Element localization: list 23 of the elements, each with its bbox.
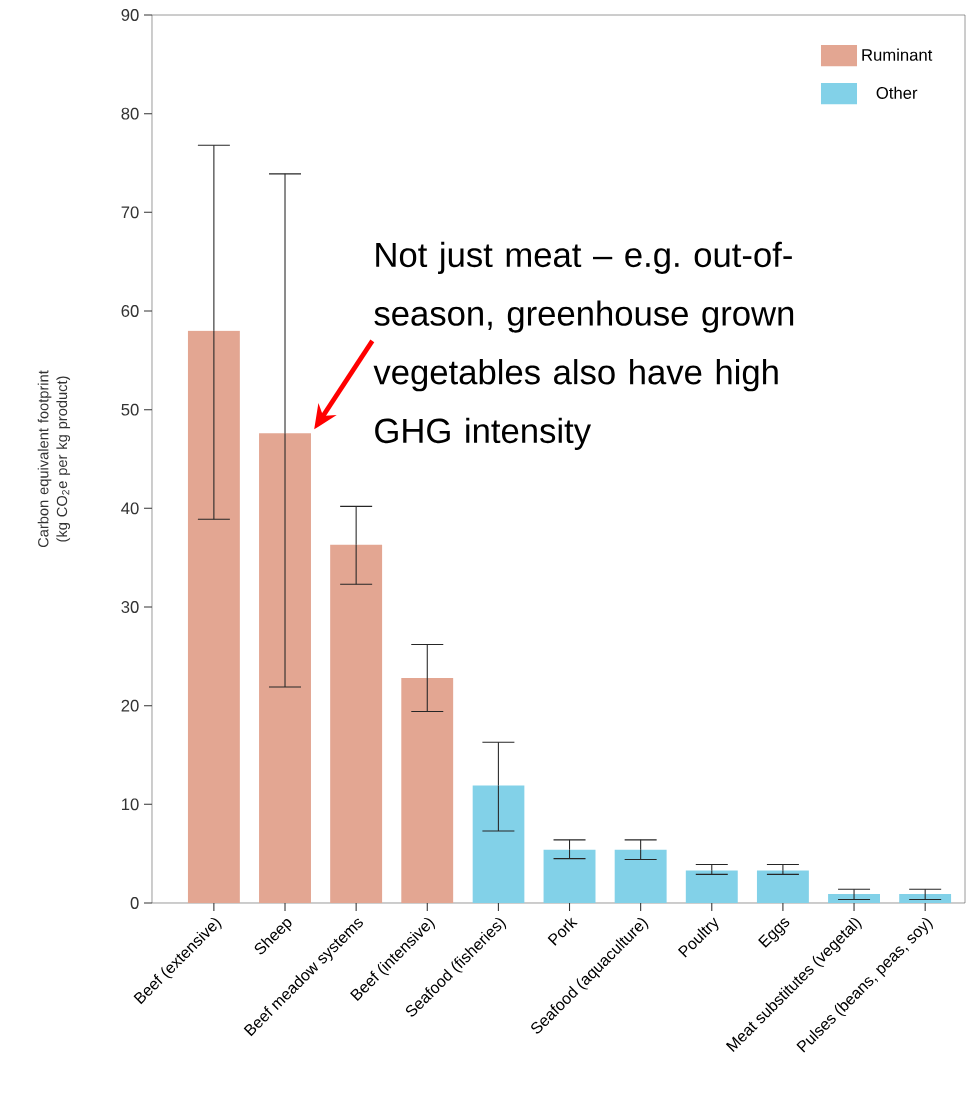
bar — [543, 849, 596, 903]
y-tick-label: 40 — [121, 502, 139, 515]
bar — [187, 330, 240, 903]
y-tick-label: 30 — [121, 601, 139, 613]
bar — [472, 785, 525, 903]
y-tick-label: 80 — [121, 107, 139, 120]
y-tick-label: 0 — [130, 897, 139, 909]
bar — [899, 894, 952, 903]
bar — [756, 870, 809, 903]
y-tick-label: 50 — [121, 403, 139, 416]
bar — [330, 544, 383, 903]
y-tick-label: 70 — [121, 206, 139, 219]
bar — [685, 870, 738, 903]
legend-label: Ruminant — [862, 48, 933, 61]
annotation: Not just meat – e.g. out-of-season, greenhouse grown vegetables also have high GHG intensity — [373, 241, 794, 451]
bar — [401, 678, 454, 903]
bar — [828, 894, 880, 903]
y-tick-label: 60 — [121, 305, 139, 317]
y-tick-label: 10 — [122, 798, 139, 811]
y-tick-label: 90 — [121, 9, 139, 21]
y-tick-label: 20 — [121, 699, 139, 712]
legend-label: Other — [876, 86, 918, 99]
bar — [614, 849, 667, 903]
